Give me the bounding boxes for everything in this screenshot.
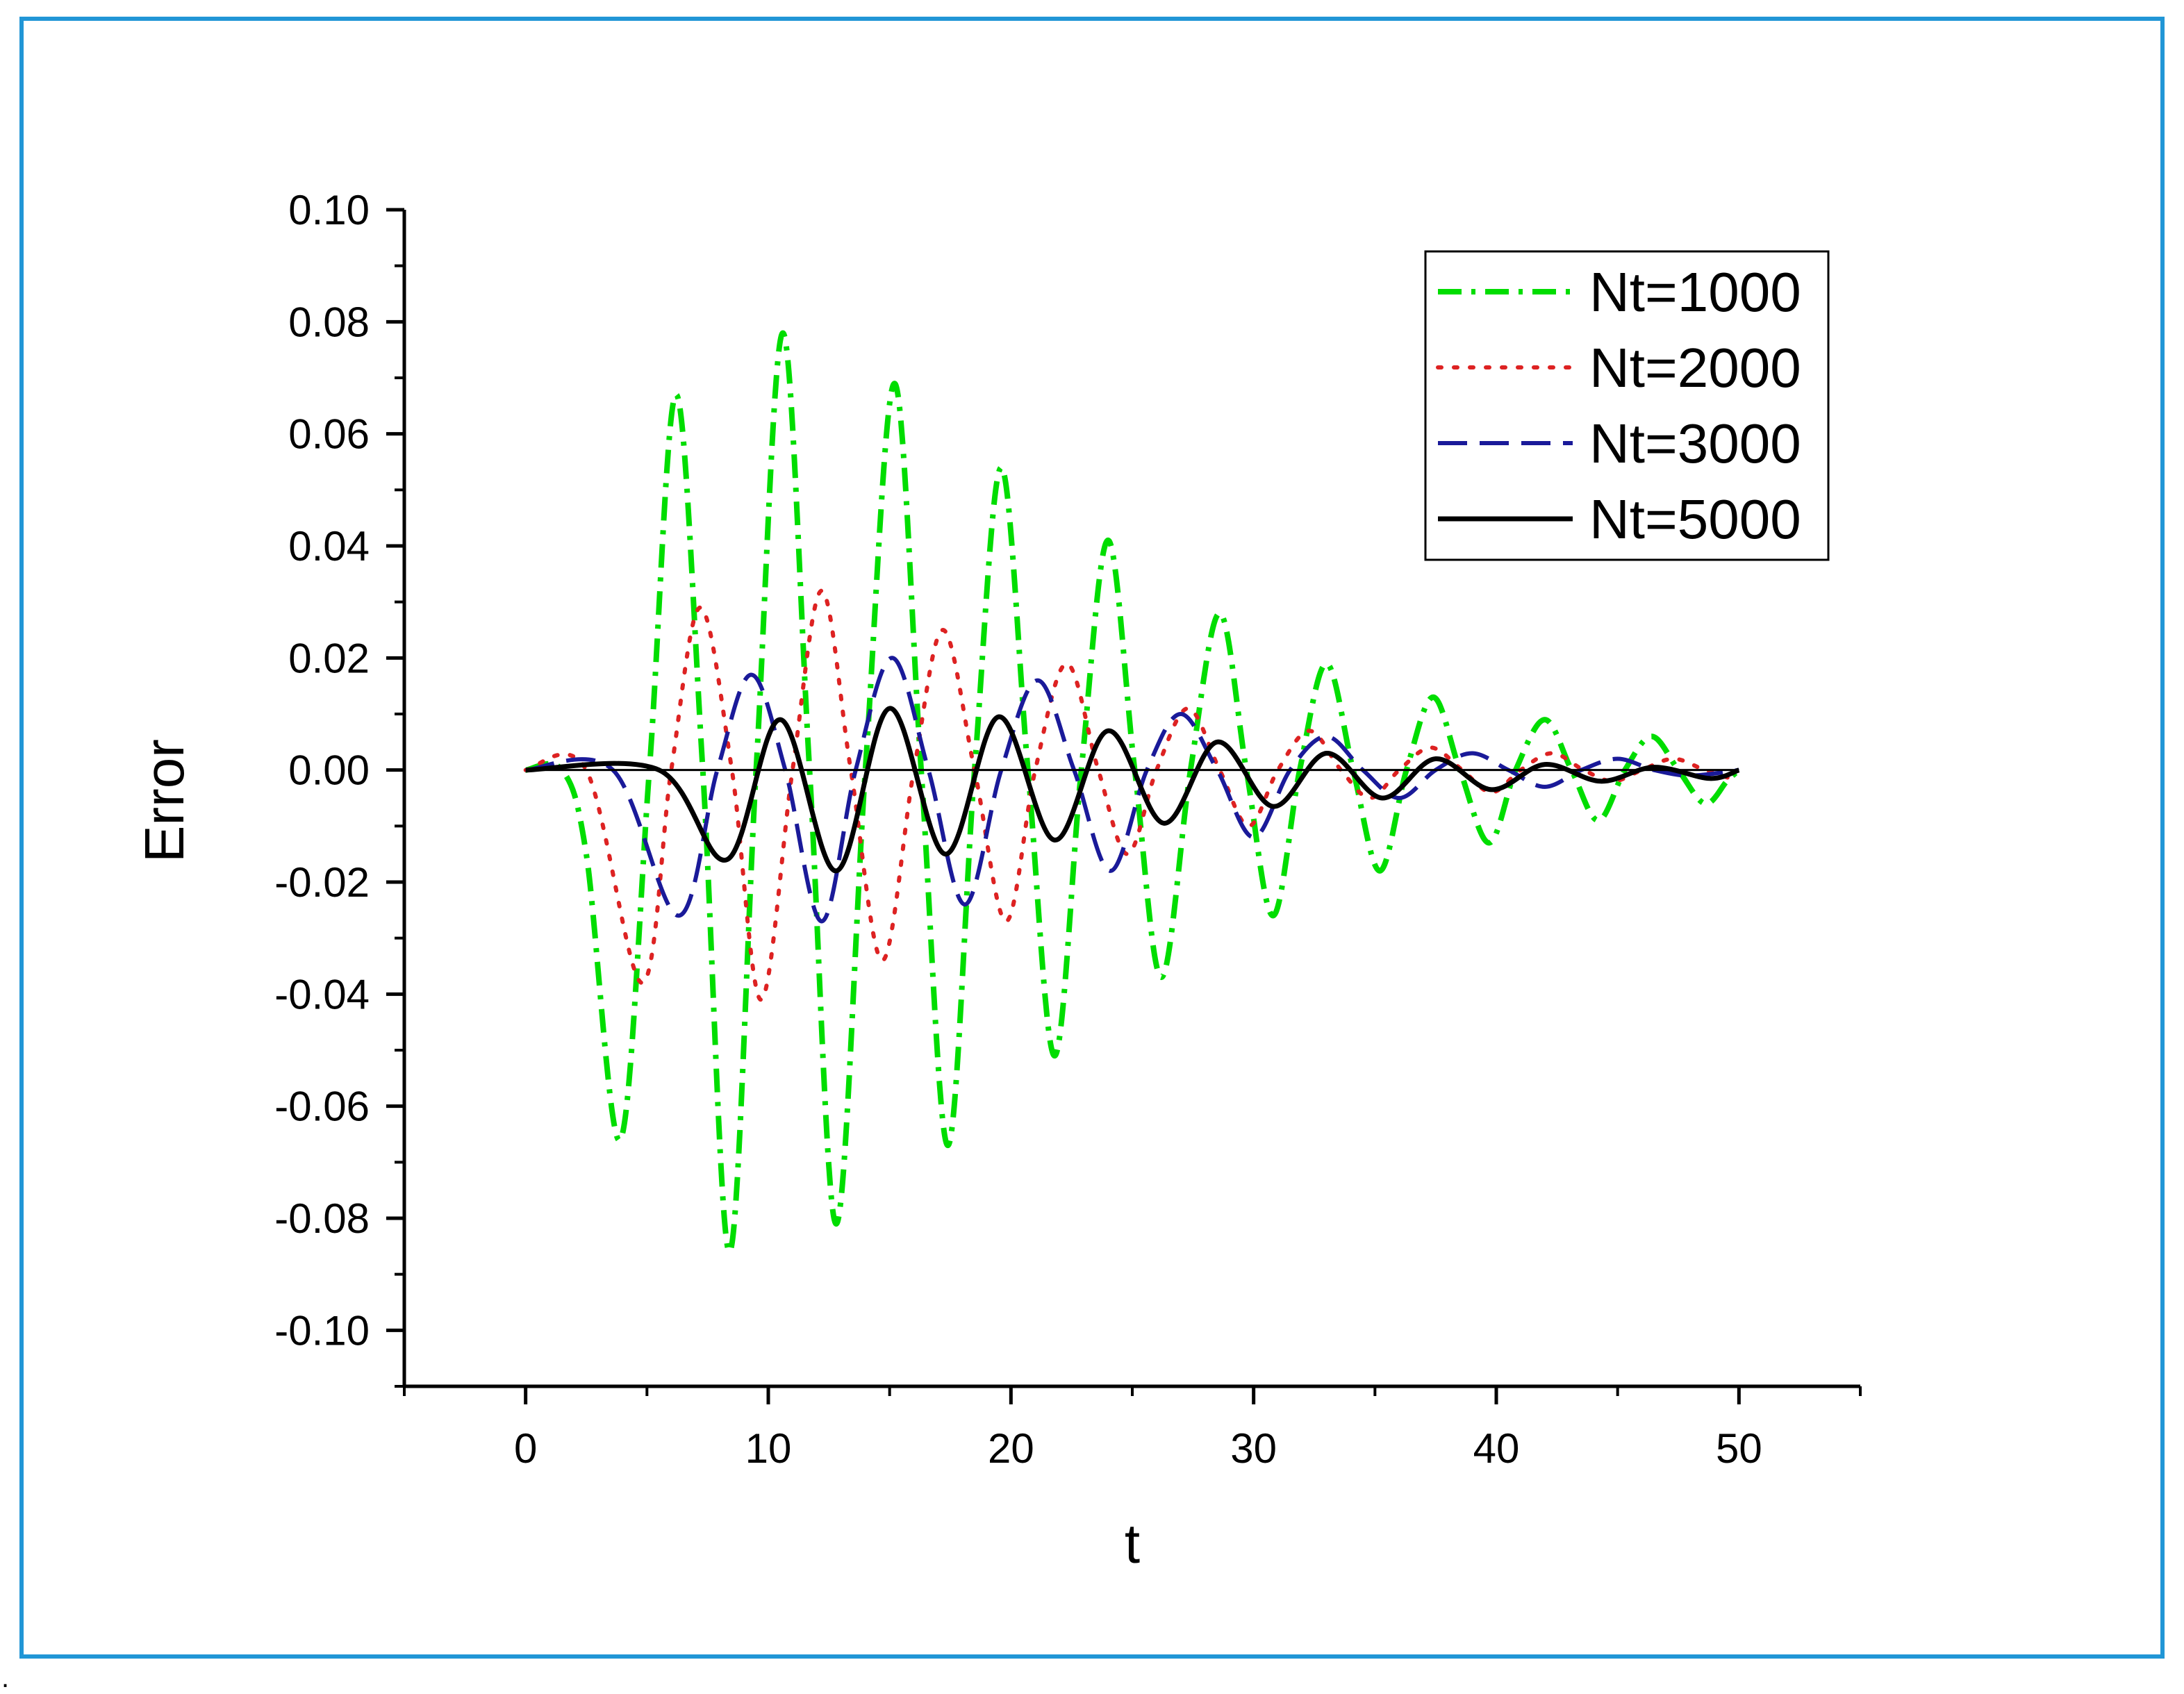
legend-label: Nt=2000 bbox=[1589, 337, 1801, 399]
legend-label: Nt=5000 bbox=[1589, 488, 1801, 550]
y-tick-label: -0.06 bbox=[274, 1083, 370, 1130]
tick-layer: 0.10 0.08 0.06 0.04 0.02 0.00 -0.02 -0.04 -0.06 -… bbox=[274, 187, 1862, 1472]
x-tick-label: 50 bbox=[1716, 1425, 1762, 1472]
x-axis-title: t bbox=[1125, 1513, 1140, 1575]
legend-label: Nt=1000 bbox=[1589, 261, 1801, 323]
series-line-nt-1000 bbox=[524, 330, 1742, 1255]
x-tick-label: 20 bbox=[988, 1425, 1034, 1472]
y-tick-label: 0.06 bbox=[288, 411, 370, 458]
legend-box bbox=[1424, 250, 1830, 561]
series-line-nt-3000 bbox=[525, 656, 1739, 924]
y-axis-title: Error bbox=[133, 739, 195, 863]
stray-dot: . bbox=[1, 1663, 10, 1693]
y-tick-label: 0.08 bbox=[288, 299, 370, 345]
y-tick-label: -0.02 bbox=[274, 859, 370, 906]
y-tick-label: 0.10 bbox=[288, 187, 370, 233]
y-tick-label: -0.10 bbox=[274, 1307, 370, 1354]
x-tick-label: 30 bbox=[1230, 1425, 1277, 1472]
series-line-nt-2000 bbox=[523, 588, 1742, 1002]
x-tick-label: 10 bbox=[745, 1425, 792, 1472]
y-tick-label: 0.02 bbox=[288, 635, 370, 681]
y-tick-label: 0.00 bbox=[288, 747, 370, 794]
series-line-nt-5000 bbox=[525, 706, 1740, 874]
legend: Nt=1000 Nt=2000 Nt=3000 Nt=5000 bbox=[1424, 250, 1830, 561]
axes-layer: 0.10 0.08 0.06 0.04 0.02 0.00 -0.02 -0.04 -0.06 -… bbox=[274, 187, 1862, 1472]
legend-items: Nt=1000 Nt=2000 Nt=3000 Nt=5000 bbox=[1436, 261, 1801, 550]
y-tick-label: -0.08 bbox=[274, 1195, 370, 1242]
legend-label: Nt=3000 bbox=[1589, 413, 1801, 474]
y-tick-label: 0.04 bbox=[288, 523, 370, 570]
y-tick-label: -0.04 bbox=[274, 971, 370, 1018]
x-tick-label: 0 bbox=[514, 1425, 537, 1472]
x-tick-label: 40 bbox=[1473, 1425, 1520, 1472]
